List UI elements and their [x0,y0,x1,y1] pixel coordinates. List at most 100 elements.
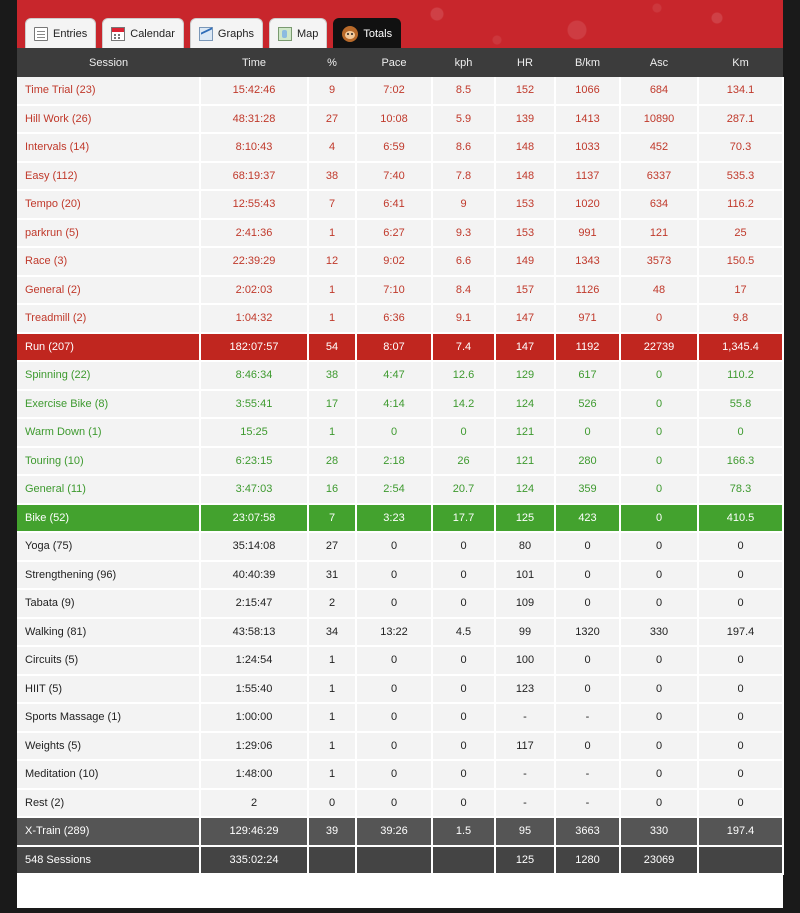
table-row: Easy (112) 68:19:37 38 7:40 7.8 148 1137 6337 53… [17,161,784,191]
value-cell: 1033 [555,133,621,163]
value-cell: 116.2 [698,190,784,220]
value-cell: 6:27 [356,218,433,248]
tab-calendar[interactable]: Calendar [102,18,184,48]
value-cell: - [495,760,556,790]
value-cell: 0 [432,674,496,704]
column-header[interactable]: B/km [555,48,620,77]
value-cell: 148 [495,161,556,191]
value-cell: 535.3 [698,161,784,191]
value-cell: 0 [698,560,784,590]
value-cell: 0 [698,731,784,761]
session-cell: Rest (2) [17,788,201,818]
value-cell: 0 [555,731,621,761]
tab-entries[interactable]: Entries [25,18,97,48]
value-cell: 43:58:13 [200,617,309,647]
value-cell: 5.9 [432,104,496,134]
value-cell: 1 [308,275,357,305]
tab-label: Entries [53,27,88,40]
totals-table: Session Time % Pace kph HR B/km Asc Km T… [17,48,784,875]
value-cell: 1 [308,646,357,676]
run-total-row: Run (207) 182:07:57 54 8:07 7.4 147 1192 22739 1… [17,332,784,362]
value-cell: 6.6 [432,247,496,277]
session-cell: Strengthening (96) [17,560,201,590]
column-header[interactable]: Time [200,48,308,77]
value-cell: 0 [698,418,784,448]
value-cell: 150.5 [698,247,784,277]
value-cell: 17 [698,275,784,305]
value-cell: 2:54 [356,475,433,505]
tab-graphs[interactable]: Graphs [189,18,263,48]
value-cell: 0 [356,674,433,704]
value-cell: 13:22 [356,617,433,647]
value-cell [432,845,496,875]
value-cell: 1343 [555,247,621,277]
session-cell: Hill Work (26) [17,104,201,134]
value-cell: 27 [308,532,357,562]
value-cell: 0 [356,532,433,562]
value-cell: 8:07 [356,332,433,362]
tab-label: Map [296,27,319,40]
value-cell: 0 [555,589,621,619]
column-header[interactable]: % [308,48,356,77]
tab-label: Graphs [217,27,254,40]
column-header[interactable]: Session [17,48,200,77]
value-cell: 121 [620,218,699,248]
value-cell: 335:02:24 [200,845,309,875]
value-cell: 0 [698,788,784,818]
value-cell: 3663 [555,817,621,847]
value-cell: 7 [308,503,357,533]
value-cell: 0 [356,646,433,676]
value-cell: 0 [620,560,699,590]
column-header[interactable]: Asc [620,48,698,77]
column-header[interactable]: HR [495,48,555,77]
value-cell: 0 [356,788,433,818]
value-cell: 153 [495,190,556,220]
column-header[interactable]: Pace [356,48,432,77]
value-cell: 1 [308,418,357,448]
value-cell: 1:48:00 [200,760,309,790]
tab-totals[interactable]: Totals [333,18,402,48]
value-cell: 117 [495,731,556,761]
column-header[interactable]: kph [432,48,495,77]
table-row: Hill Work (26) 48:31:28 27 10:08 5.9 139 1413 1… [17,104,784,134]
value-cell: 197.4 [698,617,784,647]
value-cell: 1280 [555,845,621,875]
value-cell: 9.3 [432,218,496,248]
value-cell: 129:46:29 [200,817,309,847]
column-header[interactable]: Km [698,48,783,77]
value-cell: 197.4 [698,817,784,847]
value-cell: 4.5 [432,617,496,647]
value-cell: 6:59 [356,133,433,163]
value-cell: 12.6 [432,361,496,391]
tab-map[interactable]: Map [268,18,328,48]
value-cell: 1 [308,703,357,733]
value-cell: 54 [308,332,357,362]
value-cell: 3573 [620,247,699,277]
value-cell: 2:15:47 [200,589,309,619]
value-cell: 9 [308,77,357,106]
value-cell: 8:10:43 [200,133,309,163]
session-cell: Run (207) [17,332,201,362]
value-cell: 7:10 [356,275,433,305]
value-cell: 139 [495,104,556,134]
value-cell: 1:00:00 [200,703,309,733]
value-cell: 80 [495,532,556,562]
value-cell: 0 [356,560,433,590]
value-cell [308,845,357,875]
session-cell: Circuits (5) [17,646,201,676]
value-cell: 0 [620,475,699,505]
session-cell: General (11) [17,475,201,505]
value-cell: 0 [356,589,433,619]
table-row: Rest (2) 2 0 0 0- -0 0 [17,788,784,818]
value-cell: 8:46:34 [200,361,309,391]
value-cell: 0 [555,418,621,448]
value-cell: 452 [620,133,699,163]
value-cell: 280 [555,446,621,476]
value-cell: - [495,703,556,733]
value-cell: 123 [495,674,556,704]
value-cell: 1020 [555,190,621,220]
value-cell: 124 [495,475,556,505]
value-cell: 0 [432,731,496,761]
value-cell: 0 [432,418,496,448]
value-cell: 9:02 [356,247,433,277]
